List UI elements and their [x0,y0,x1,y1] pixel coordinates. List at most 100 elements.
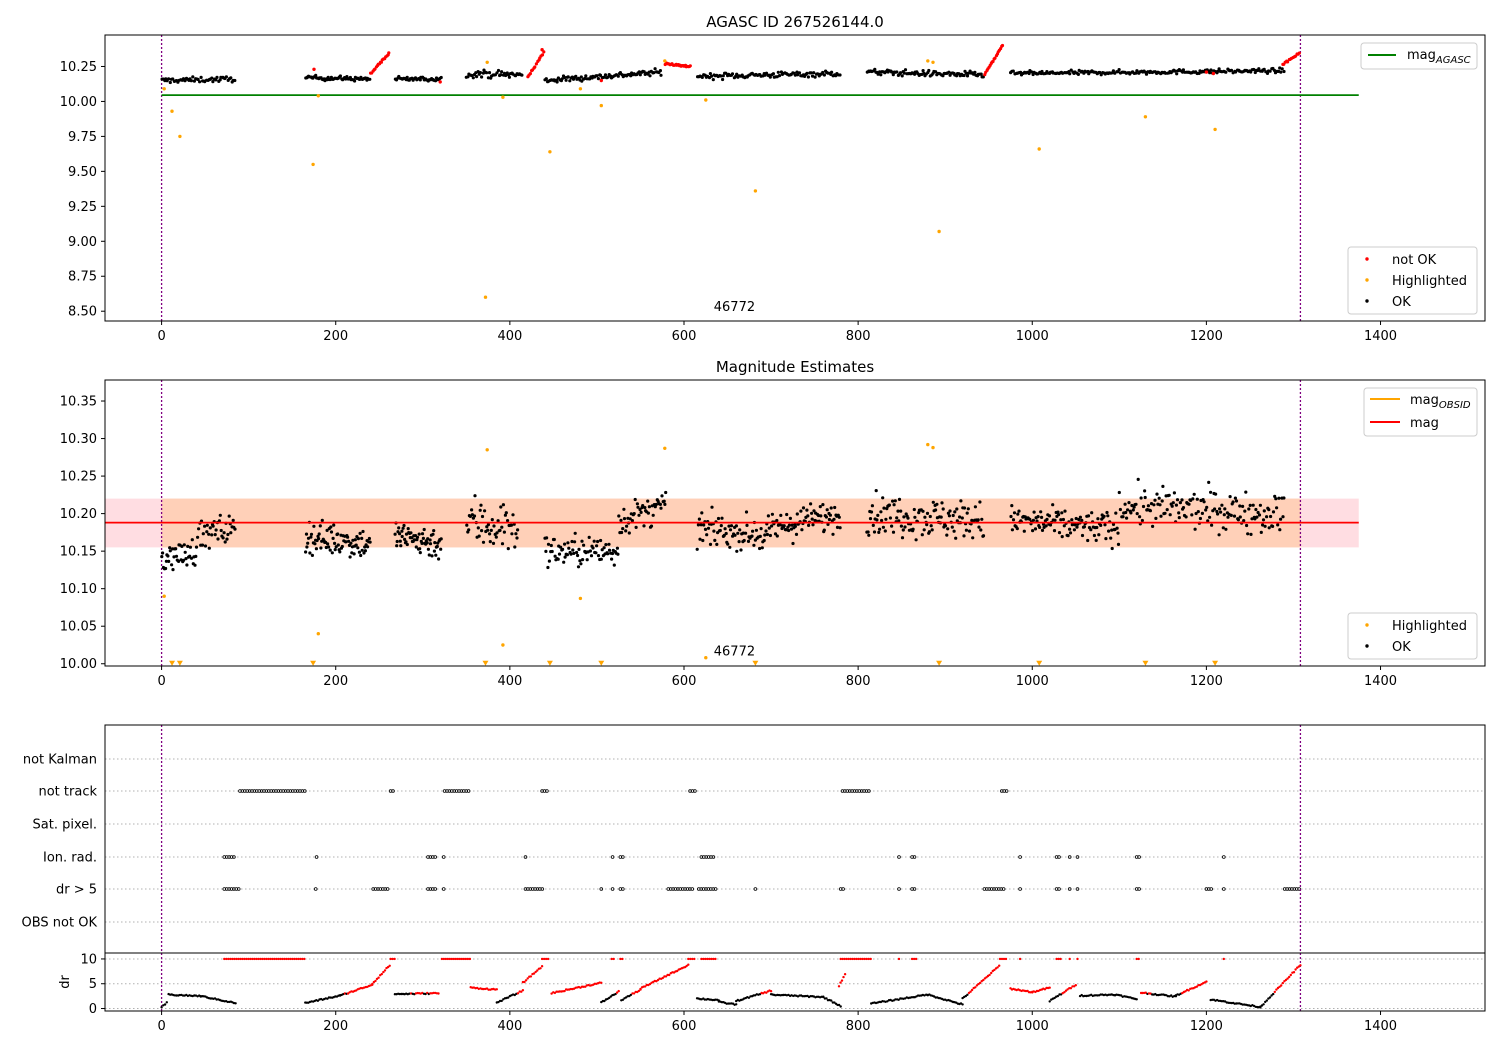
ok-point [420,541,424,546]
ok-point [1262,509,1266,513]
flag-marker [1001,887,1006,891]
ok-point [203,544,208,548]
ok-point [330,551,334,555]
ok-point [797,71,802,75]
ok-point [922,71,926,75]
ok-point [550,549,554,554]
notok-point [533,65,537,69]
dr-saturated-point [687,957,690,961]
ok-point [880,518,884,523]
ok-point [1244,490,1248,494]
ok-point [439,547,443,551]
dr-saturated-point [303,957,306,961]
ok-point [1238,504,1242,508]
ok-point [488,532,492,536]
ok-point [1146,504,1150,508]
dr-saturated-point [693,957,696,961]
ok-point [947,70,951,74]
ok-point [1040,515,1044,520]
ok-point [1040,528,1045,533]
ok-point [812,509,816,513]
dr-saturated-point [468,957,472,961]
dr-saturated-point [291,957,294,961]
flag-marker [599,887,604,891]
ok-point [488,540,492,544]
ok-point [599,538,603,543]
ok-point [602,546,606,550]
ok-point [737,540,741,544]
agasc-ytick-label: 9.00 [68,235,97,250]
ok-point [785,512,789,517]
ok-point [606,75,610,79]
ok-point [515,536,519,540]
ok-point [329,525,333,529]
dr-saturated-point [231,957,234,961]
dr-point [1275,988,1278,991]
ok-point [1197,71,1201,75]
dr-saturated-point [301,957,304,961]
ok-point [592,539,596,543]
agasc-frame [104,34,1486,322]
ok-point [467,528,471,532]
ok-point [810,517,814,521]
dr-point [1288,975,1291,979]
dr-saturated-point [914,957,918,961]
flag-marker [391,789,395,793]
ok-point [217,519,221,523]
ok-point [616,552,620,556]
ok-point [800,528,804,532]
ok-point [562,560,566,564]
ok-point [470,73,474,78]
ok-point [1209,490,1213,494]
highlighted-point [162,594,166,598]
ok-point [222,531,226,535]
ok-point [1098,70,1102,75]
dr-saturated-point [702,957,705,961]
dr-saturated-point [1000,957,1004,961]
ok-point [1200,511,1204,515]
legend2-ok-marker [1365,644,1369,648]
notok-point [312,67,316,72]
dr-point [1273,990,1277,994]
ok-point [897,519,901,523]
dr-point [656,978,660,982]
flag-marker [693,789,697,793]
flag-marker [250,789,254,793]
ok-point [1135,511,1139,516]
ok-point [1060,535,1064,539]
dr-xtick-label: 1200 [1190,1019,1223,1034]
ok-point [172,555,176,559]
ok-point [170,563,174,567]
ok-point [480,529,484,533]
ok-point [950,525,954,529]
ok-point [1045,517,1049,522]
ok-point [574,74,578,78]
ok-point [770,524,774,528]
dr-saturated-point [285,957,288,961]
ok-point [1254,507,1258,512]
ok-point [433,541,437,545]
dr-xtick-label: 200 [323,1019,348,1034]
magnitude-xtick-label: 400 [497,674,522,689]
dr-saturated-point [235,957,238,961]
ok-point [318,524,322,528]
highlighted-point [170,109,174,113]
ok-point [764,71,769,75]
ok-point [1251,503,1255,507]
ok-point [829,506,833,510]
ok-point [480,75,484,79]
highlighted-point [311,162,315,167]
ok-point [490,518,494,522]
dr-point [500,999,503,1003]
dr-saturated-point [450,957,454,961]
ok-point [651,513,655,517]
dr-point [160,1006,163,1009]
dr-saturated-point [1057,957,1060,961]
ok-point [955,507,959,511]
ok-point [347,539,351,543]
dr-point [603,999,606,1003]
ok-point [885,507,889,511]
flag-marker [247,789,252,793]
dr-saturated-point [241,957,244,961]
ok-point [912,507,916,512]
